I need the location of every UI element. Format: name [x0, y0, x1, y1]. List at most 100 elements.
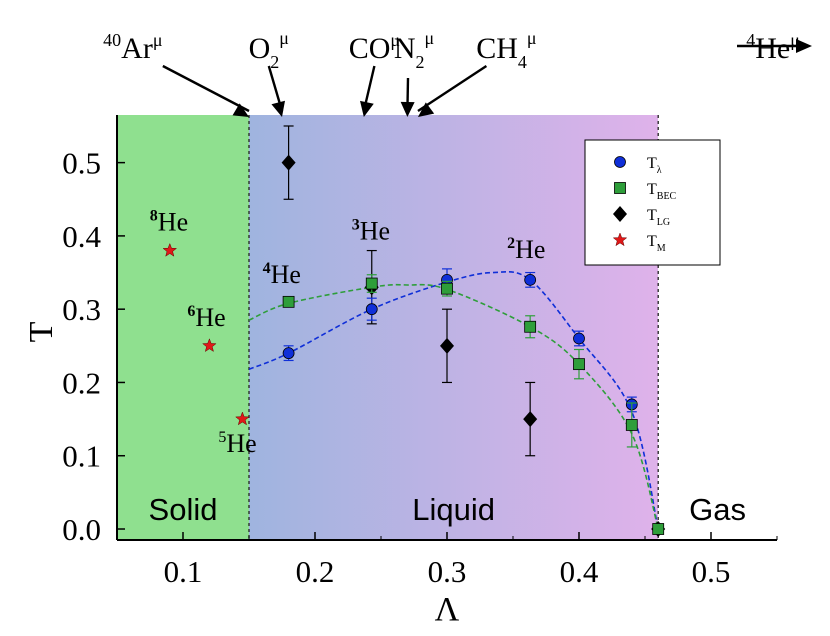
region-label-liquid: Liquid [412, 492, 495, 527]
isotope-label: 5He [218, 429, 256, 458]
arrow-head [271, 100, 286, 117]
molecule-symbol: Ar [121, 32, 153, 65]
data-marks [162, 125, 666, 538]
region-label-gas: Gas [689, 492, 746, 527]
molecule-label-o2: O2μ [249, 28, 289, 72]
legend-marker-circle [614, 156, 626, 168]
legend-entry: TLG [647, 207, 670, 228]
data-point-diamond [440, 337, 454, 354]
legend-entry: TBEC [647, 181, 677, 202]
molecule-arrow-ar [162, 64, 250, 113]
region-solid [117, 115, 249, 540]
isotope-mass-number: 4 [263, 260, 271, 277]
x-tick-label: 0.2 [296, 554, 335, 589]
fit-curve-circle [248, 271, 659, 530]
molecule-label-n2: N2μ [394, 28, 434, 72]
molecule-symbol: N [394, 32, 416, 65]
legend-entry-main: T [647, 181, 657, 198]
fit-curve-square [248, 283, 659, 530]
y-tick-label: 0.0 [62, 512, 101, 547]
legend-entry-subscript: LG [657, 217, 670, 228]
molecule-subscript: 4 [518, 52, 527, 72]
x-tick-label: 0.4 [560, 554, 599, 589]
mass-number: 4 [746, 30, 755, 50]
legend-box [584, 139, 721, 266]
isotope-label: 6He [187, 303, 225, 332]
fit-curves [248, 271, 659, 530]
molecule-symbol: CH [476, 32, 518, 65]
arrow-head [232, 103, 249, 117]
muon-superscript: μ [153, 30, 163, 50]
y-tick-label: 0.1 [62, 439, 101, 474]
molecule-subscript: 2 [416, 52, 425, 72]
isotope-mass-number: 6 [187, 303, 195, 320]
isotope-symbol: He [195, 303, 225, 332]
muon-superscript: μ [790, 30, 800, 50]
data-point-square [573, 358, 585, 371]
data-point-star [235, 411, 250, 426]
legend-entry-subscript: λ [657, 165, 662, 176]
isotope-symbol: He [360, 217, 390, 246]
isotope-symbol: He [515, 235, 545, 264]
isotope-label: 3He [352, 217, 390, 246]
data-point-circle [365, 303, 378, 316]
isotope-label: 4He [263, 260, 301, 289]
x-tick-label: 0.1 [164, 554, 203, 589]
legend-entry: TM [647, 233, 666, 254]
mass-number: 40 [103, 30, 121, 50]
y-axis-label: T [23, 321, 60, 342]
y-tick-label: 0.2 [62, 365, 101, 400]
data-point-square [625, 419, 638, 431]
molecule-symbol: He [755, 32, 790, 65]
data-point-square [524, 320, 537, 333]
arrow-head [360, 100, 374, 117]
isotope-mass-number: 8 [150, 208, 158, 225]
x-tick-label: 0.3 [428, 554, 467, 589]
isotope-mass-number: 5 [218, 429, 226, 446]
molecule-label-ch4: CH4μ [476, 28, 536, 72]
data-point-star [162, 242, 178, 257]
isotope-symbol: He [271, 260, 301, 289]
axes: 0.1 0.2 0.3 0.4 0.5 0.0 0.1 0.2 0.3 0.4 0.5 Λ T [23, 115, 778, 628]
data-point-diamond [523, 411, 538, 428]
legend-entry-subscript: BEC [657, 191, 677, 202]
data-point-circle [524, 273, 537, 286]
data-point-square [365, 277, 378, 290]
y-tick-label: 0.4 [62, 219, 101, 254]
isotope-label: 2He [507, 235, 545, 264]
isotope-label: 8He [150, 208, 188, 237]
molecule-label-ar: 40Arμ [103, 30, 162, 65]
data-point-diamond [281, 154, 296, 171]
legend-entry: Tλ [647, 155, 662, 176]
data-point-star [202, 338, 217, 353]
arrow-head [400, 101, 415, 117]
region-labels: Solid Liquid Gas [149, 492, 746, 527]
legend-marker-star [612, 232, 628, 247]
molecule-label-he4: 4Heμ [746, 30, 800, 65]
molecule-label-co: COμ [349, 30, 400, 65]
legend-entry-main: T [647, 233, 657, 250]
muon-superscript: μ [279, 28, 289, 48]
molecule-symbol: O [249, 32, 271, 65]
data-point-circle [282, 347, 295, 360]
data-point-circle [573, 332, 585, 345]
legend-entry-main: T [647, 207, 657, 224]
arrow-head [417, 102, 435, 117]
isotope-mass-number: 3 [352, 217, 360, 234]
legend-entry-main: T [647, 155, 657, 172]
muon-superscript: μ [390, 30, 400, 50]
legend-marker-square [614, 182, 626, 194]
x-axis-label: Λ [435, 591, 460, 628]
x-tick-label: 0.5 [692, 554, 731, 589]
y-tick-label: 0.3 [62, 292, 101, 327]
muon-superscript: μ [527, 28, 537, 48]
region-label-solid: Solid [149, 492, 218, 527]
legend-marker-diamond [613, 206, 627, 222]
muon-superscript: μ [425, 28, 435, 48]
molecule-symbol: CO [349, 32, 391, 65]
data-point-square [282, 295, 295, 308]
